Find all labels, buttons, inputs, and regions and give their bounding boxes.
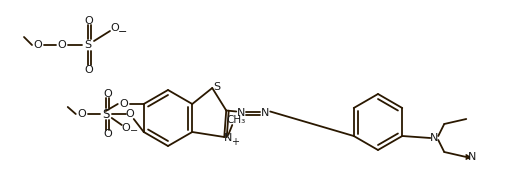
Text: −: − <box>130 126 138 136</box>
Text: O: O <box>58 40 66 50</box>
Text: O: O <box>126 109 134 119</box>
Text: O: O <box>85 65 93 75</box>
Text: N: N <box>468 152 476 162</box>
Text: O: O <box>103 129 112 139</box>
Text: O: O <box>85 16 93 26</box>
Text: O: O <box>33 40 42 50</box>
Text: O: O <box>119 99 128 109</box>
Text: O: O <box>121 123 130 133</box>
Text: +: + <box>231 137 239 147</box>
Text: O: O <box>111 23 119 33</box>
Text: S: S <box>102 108 109 121</box>
Text: O: O <box>103 89 112 99</box>
Text: CH₃: CH₃ <box>227 115 246 125</box>
Text: −: − <box>118 27 128 37</box>
Text: N: N <box>261 108 269 118</box>
Text: N: N <box>224 133 233 143</box>
Text: O: O <box>77 109 86 119</box>
Text: N: N <box>430 133 438 143</box>
Text: S: S <box>84 40 92 50</box>
Text: N: N <box>237 108 245 118</box>
Text: S: S <box>214 82 221 92</box>
